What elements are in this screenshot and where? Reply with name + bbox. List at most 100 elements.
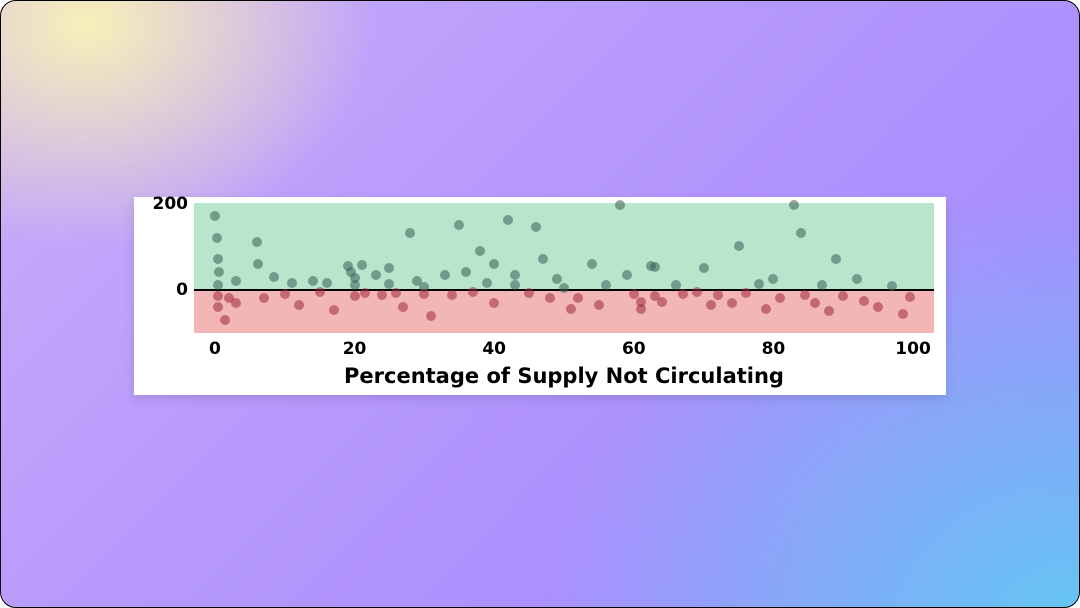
- page-background: Percentage of Supply Not Circulating 0 20…: [0, 0, 1080, 608]
- scatter-point: [905, 292, 915, 302]
- scatter-point: [357, 260, 367, 270]
- x-tick-label: 40: [482, 339, 506, 359]
- scatter-point: [329, 305, 339, 315]
- scatter-point: [280, 289, 290, 299]
- scatter-point: [741, 288, 751, 298]
- chart-card: Percentage of Supply Not Circulating 0 20…: [134, 197, 946, 395]
- scatter-point: [360, 288, 370, 298]
- scatter-point: [210, 211, 220, 221]
- y-tick-label: 200: [153, 194, 189, 214]
- scatter-point: [269, 272, 279, 282]
- scatter-point: [214, 267, 224, 277]
- scatter-point: [426, 311, 436, 321]
- scatter-plot-area: [194, 203, 934, 333]
- scatter-point: [510, 280, 520, 290]
- scatter-point: [419, 289, 429, 299]
- scatter-point: [734, 241, 744, 251]
- scatter-point: [524, 288, 534, 298]
- scatter-point: [231, 298, 241, 308]
- scatter-point: [650, 262, 660, 272]
- negative-band: [194, 290, 934, 333]
- scatter-point: [503, 215, 513, 225]
- scatter-point: [692, 287, 702, 297]
- scatter-point: [482, 278, 492, 288]
- scatter-point: [220, 315, 230, 325]
- scatter-point: [898, 309, 908, 319]
- scatter-point: [405, 228, 415, 238]
- scatter-point: [447, 290, 457, 300]
- scatter-point: [800, 290, 810, 300]
- x-tick-label: 80: [762, 339, 786, 359]
- scatter-point: [252, 237, 262, 247]
- x-tick-label: 0: [209, 339, 221, 359]
- x-tick-label: 20: [343, 339, 367, 359]
- x-tick-label: 100: [895, 339, 931, 359]
- scatter-point: [489, 298, 499, 308]
- scatter-point: [371, 270, 381, 280]
- scatter-point: [384, 263, 394, 273]
- scatter-point: [287, 278, 297, 288]
- scatter-point: [838, 291, 848, 301]
- scatter-point: [259, 293, 269, 303]
- scatter-point: [566, 304, 576, 314]
- scatter-point: [573, 293, 583, 303]
- x-tick-label: 60: [622, 339, 646, 359]
- scatter-point: [253, 259, 263, 269]
- scatter-point: [587, 259, 597, 269]
- scatter-point: [213, 302, 223, 312]
- scatter-point: [594, 300, 604, 310]
- scatter-point: [461, 267, 471, 277]
- scatter-point: [377, 290, 387, 300]
- scatter-point: [713, 290, 723, 300]
- scatter-point: [817, 280, 827, 290]
- scatter-point: [398, 302, 408, 312]
- scatter-point: [391, 288, 401, 298]
- scatter-point: [468, 287, 478, 297]
- scatter-point: [350, 280, 360, 290]
- scatter-point: [859, 296, 869, 306]
- scatter-point: [510, 270, 520, 280]
- scatter-point: [887, 281, 897, 291]
- scatter-point: [440, 270, 450, 280]
- scatter-point: [350, 291, 360, 301]
- scatter-point: [294, 300, 304, 310]
- scatter-point: [559, 283, 569, 293]
- scatter-point: [315, 287, 325, 297]
- y-tick-label: 0: [176, 280, 188, 300]
- scatter-point: [615, 200, 625, 210]
- scatter-point: [212, 233, 222, 243]
- scatter-point: [699, 263, 709, 273]
- scatter-point: [768, 274, 778, 284]
- scatter-point: [873, 302, 883, 312]
- scatter-point: [322, 278, 332, 288]
- scatter-point: [657, 297, 667, 307]
- scatter-point: [454, 220, 464, 230]
- scatter-point: [824, 306, 834, 316]
- scatter-point: [775, 293, 785, 303]
- scatter-point: [831, 254, 841, 264]
- positive-band: [194, 203, 934, 290]
- scatter-point: [810, 298, 820, 308]
- scatter-point: [636, 304, 646, 314]
- scatter-point: [727, 298, 737, 308]
- scatter-point: [761, 304, 771, 314]
- scatter-point: [538, 254, 548, 264]
- scatter-point: [475, 246, 485, 256]
- scatter-point: [531, 222, 541, 232]
- scatter-point: [308, 276, 318, 286]
- scatter-point: [601, 280, 611, 290]
- scatter-point: [754, 279, 764, 289]
- scatter-point: [489, 259, 499, 269]
- scatter-point: [213, 280, 223, 290]
- scatter-point: [678, 289, 688, 299]
- scatter-point: [852, 274, 862, 284]
- scatter-point: [213, 291, 223, 301]
- scatter-point: [706, 300, 716, 310]
- scatter-point: [231, 276, 241, 286]
- scatter-point: [796, 228, 806, 238]
- x-axis-label: Percentage of Supply Not Circulating: [194, 364, 934, 388]
- scatter-point: [789, 200, 799, 210]
- scatter-point: [622, 270, 632, 280]
- scatter-point: [213, 254, 223, 264]
- scatter-point: [545, 293, 555, 303]
